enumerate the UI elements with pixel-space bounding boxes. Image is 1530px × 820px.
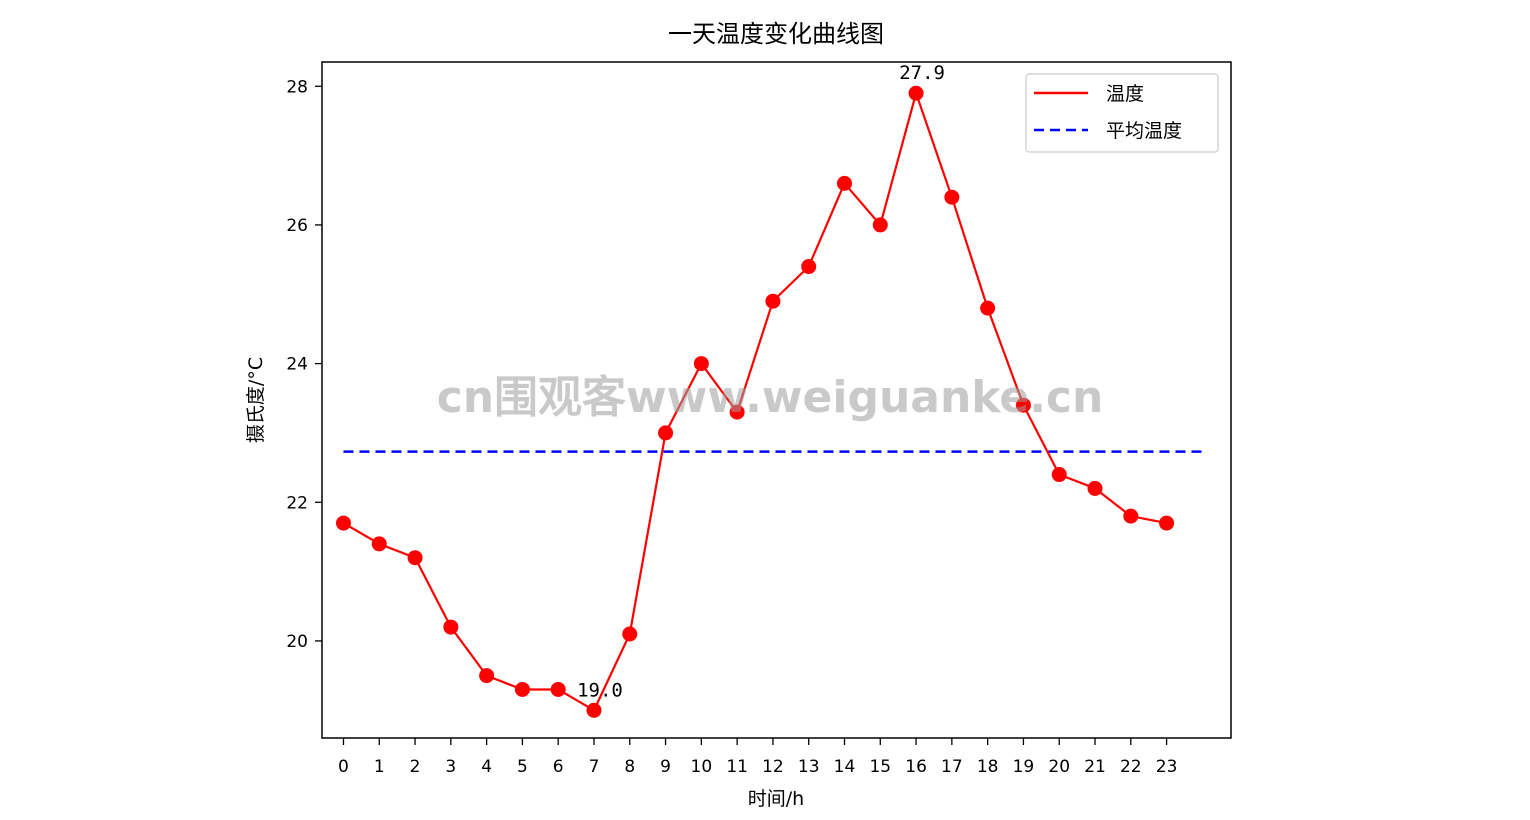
x-tick-label: 17 <box>941 757 963 777</box>
x-tick-label: 0 <box>338 757 349 777</box>
data-point-temperature <box>908 85 924 101</box>
data-point-temperature <box>980 300 996 316</box>
x-tick-label: 2 <box>410 757 421 777</box>
data-point-temperature <box>1087 480 1103 496</box>
x-tick-label: 11 <box>726 757 748 777</box>
x-tick-label: 19 <box>1013 757 1035 777</box>
watermark: cn围观客www.weiguanke.cn <box>437 372 1104 423</box>
x-tick-label: 10 <box>691 757 713 777</box>
series-line-temperature <box>342 89 1167 712</box>
legend-label-temperature: 温度 <box>1106 83 1144 105</box>
data-point-temperature <box>658 425 674 441</box>
data-point-temperature <box>407 550 423 566</box>
x-tick-label: 13 <box>798 757 820 777</box>
data-point-temperature <box>586 702 602 718</box>
x-axis-label: 时间/h <box>748 788 804 810</box>
data-point-temperature <box>479 668 495 684</box>
data-label-annotation: 27.9 <box>899 62 945 84</box>
x-tick-label: 12 <box>762 757 784 777</box>
x-tick-label: 4 <box>481 757 492 777</box>
y-tick-label: 28 <box>286 77 308 97</box>
x-axis: 0 1 2 3 4 5 6 7 8 9 10 11 12 13 14 15 16 17 18 19 20 21 22 23 <box>338 738 1177 777</box>
x-tick-label: 22 <box>1120 757 1142 777</box>
y-tick-label: 24 <box>286 355 308 375</box>
data-point-temperature <box>335 515 351 531</box>
x-tick-label: 7 <box>589 757 600 777</box>
x-tick-label: 9 <box>660 757 671 777</box>
x-tick-label: 14 <box>834 757 856 777</box>
x-tick-label: 6 <box>553 757 564 777</box>
data-point-temperature <box>944 189 960 205</box>
data-point-temperature <box>622 626 638 642</box>
y-tick-label: 26 <box>286 216 308 236</box>
data-point-temperature <box>836 175 852 191</box>
data-point-temperature <box>729 404 745 420</box>
data-point-temperature <box>1051 467 1067 483</box>
y-tick-label: 20 <box>286 632 308 652</box>
data-point-temperature <box>443 619 459 635</box>
data-point-temperature <box>693 356 709 372</box>
series-layer <box>335 85 1203 718</box>
y-axis-label: 摄氏度/°C <box>245 357 267 443</box>
data-point-temperature <box>872 217 888 233</box>
legend: 温度 平均温度 <box>1025 73 1219 153</box>
chart-title: 一天温度变化曲线图 <box>668 20 884 48</box>
data-point-temperature <box>1015 397 1031 413</box>
x-tick-label: 16 <box>905 757 927 777</box>
x-tick-label: 20 <box>1048 757 1070 777</box>
data-point-temperature <box>1159 515 1175 531</box>
x-tick-label: 1 <box>374 757 385 777</box>
y-tick-label: 22 <box>286 493 308 513</box>
x-tick-label: 8 <box>624 757 635 777</box>
y-axis: 20 22 24 26 28 <box>286 77 322 652</box>
x-tick-label: 18 <box>977 757 999 777</box>
data-point-temperature <box>371 536 387 552</box>
data-point-temperature <box>514 681 530 697</box>
plot-area <box>321 61 1232 739</box>
x-tick-label: 5 <box>517 757 528 777</box>
x-tick-label: 23 <box>1156 757 1178 777</box>
data-point-temperature <box>801 259 817 275</box>
data-point-temperature <box>550 681 566 697</box>
data-label-annotation: 19.0 <box>577 679 623 701</box>
legend-label-average: 平均温度 <box>1106 120 1182 142</box>
annotation-layer: 19.0 27.9 <box>577 62 945 701</box>
x-tick-label: 15 <box>869 757 891 777</box>
x-tick-label: 21 <box>1084 757 1106 777</box>
x-tick-label: 3 <box>445 757 456 777</box>
data-point-temperature <box>1123 508 1139 524</box>
data-point-temperature <box>765 293 781 309</box>
